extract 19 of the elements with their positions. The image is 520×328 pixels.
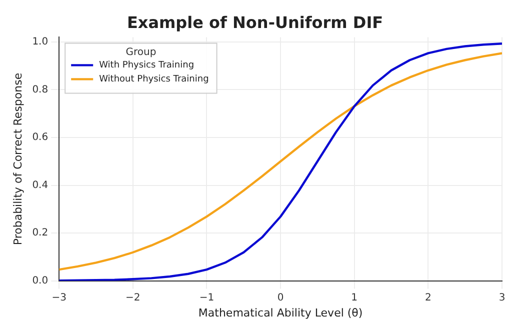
x-tick-label: 3: [498, 292, 506, 304]
y-tick-label: 0.4: [32, 180, 48, 191]
legend-title: Group: [126, 46, 156, 58]
x-axis-title: Mathematical Ability Level (θ): [198, 306, 363, 320]
x-tick-label: −3: [52, 292, 66, 304]
y-tick-label: 1.0: [32, 36, 48, 48]
y-tick-label: 0.8: [32, 84, 48, 96]
y-tick-label: 0.0: [32, 275, 48, 286]
x-tick-label: 1: [351, 292, 358, 304]
x-tick-label: −2: [126, 292, 140, 304]
y-tick-label: 0.6: [32, 132, 48, 144]
legend-label: Without Physics Training: [99, 74, 209, 85]
x-tick-label: −1: [199, 292, 214, 304]
x-tick-label: 2: [424, 292, 432, 304]
legend-label: With Physics Training: [99, 60, 194, 71]
x-tick-label: 0: [277, 292, 284, 304]
y-axis-title: Probability of Correct Response: [11, 72, 24, 246]
chart-title: Example of Non-Uniform DIF: [126, 12, 384, 32]
y-tick-label: 0.2: [32, 228, 48, 239]
